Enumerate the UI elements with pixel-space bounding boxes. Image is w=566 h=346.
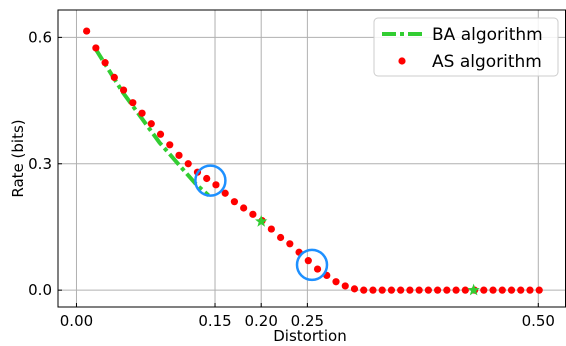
- as-algorithm-point: [360, 286, 368, 294]
- as-algorithm-point: [129, 99, 137, 107]
- as-algorithm-point: [101, 59, 109, 67]
- x-tick-label: 0.25: [291, 312, 324, 330]
- as-algorithm-point: [249, 210, 257, 218]
- x-tick-label: 0.00: [60, 312, 93, 330]
- as-algorithm-point: [424, 286, 432, 294]
- as-algorithm-point: [406, 286, 414, 294]
- as-algorithm-point: [203, 174, 211, 183]
- as-algorithm-point: [434, 286, 442, 294]
- annotation-layer: [194, 164, 329, 282]
- as-algorithm-point: [341, 282, 349, 290]
- as-algorithm-point: [221, 189, 229, 197]
- as-algorithm-point: [166, 141, 174, 149]
- as-algorithm-point: [212, 181, 220, 189]
- as-algorithm-point: [387, 286, 396, 294]
- as-algorithm-point: [443, 286, 451, 294]
- legend-as-label: AS algorithm: [432, 52, 542, 72]
- as-algorithm-point: [240, 204, 248, 212]
- as-algorithm-point: [526, 286, 534, 294]
- x-tick-label: 0.15: [198, 312, 231, 330]
- as-algorithm-point: [507, 286, 516, 294]
- star-marker: [467, 283, 480, 296]
- as-algorithm-point: [147, 120, 155, 128]
- as-algorithm-point: [138, 109, 146, 117]
- y-tick-label: 0.3: [28, 155, 52, 173]
- legend-ba-label: BA algorithm: [432, 25, 543, 45]
- as-algorithm-point: [83, 27, 91, 35]
- as-algorithm-point: [156, 130, 165, 138]
- as-algorithm-point: [415, 286, 423, 294]
- as-algorithm-point: [184, 160, 192, 168]
- as-algorithm-point: [332, 278, 340, 286]
- as-algorithm-point: [378, 286, 386, 294]
- legend-as-swatch: [398, 57, 406, 65]
- x-tick-label: 0.50: [522, 312, 555, 330]
- as-algorithm-point: [517, 286, 525, 294]
- as-algorithm-point: [350, 285, 359, 293]
- y-tick-label: 0.0: [28, 281, 52, 299]
- y-axis-label: Rate (bits): [9, 119, 27, 197]
- as-algorithm-point: [461, 286, 469, 294]
- as-algorithm-point: [267, 225, 275, 233]
- as-algorithm-point: [110, 73, 118, 82]
- as-algorithm-point: [175, 151, 183, 159]
- highlight-circle: [194, 164, 227, 197]
- series-layer: [83, 27, 543, 296]
- as-algorithm-point: [119, 86, 128, 94]
- as-algorithm-point: [369, 286, 377, 294]
- highlight-circle: [295, 248, 329, 282]
- as-algorithm-point: [313, 265, 322, 273]
- as-algorithm-point: [276, 233, 285, 242]
- as-algorithm-point: [92, 44, 100, 52]
- x-tick-label: 0.20: [244, 312, 277, 330]
- as-algorithm-point: [498, 286, 506, 294]
- legend: BA algorithm AS algorithm: [373, 17, 559, 77]
- as-algorithm-point: [304, 257, 312, 265]
- y-tick-label: 0.6: [28, 28, 52, 46]
- as-algorithm-point: [452, 286, 460, 294]
- as-algorithm-point: [397, 286, 405, 294]
- axis-ticks: 0.00 0.15 0.20 0.25 0.50 0.0 0.3 0.6: [28, 28, 555, 330]
- as-algorithm-point: [230, 198, 239, 206]
- as-algorithm-point: [535, 286, 543, 294]
- as-algorithm-point: [480, 286, 488, 294]
- star-marker: [255, 214, 268, 227]
- as-algorithm-point: [286, 240, 294, 248]
- x-axis-label: Distortion: [273, 327, 347, 345]
- as-algorithm-point: [489, 286, 497, 294]
